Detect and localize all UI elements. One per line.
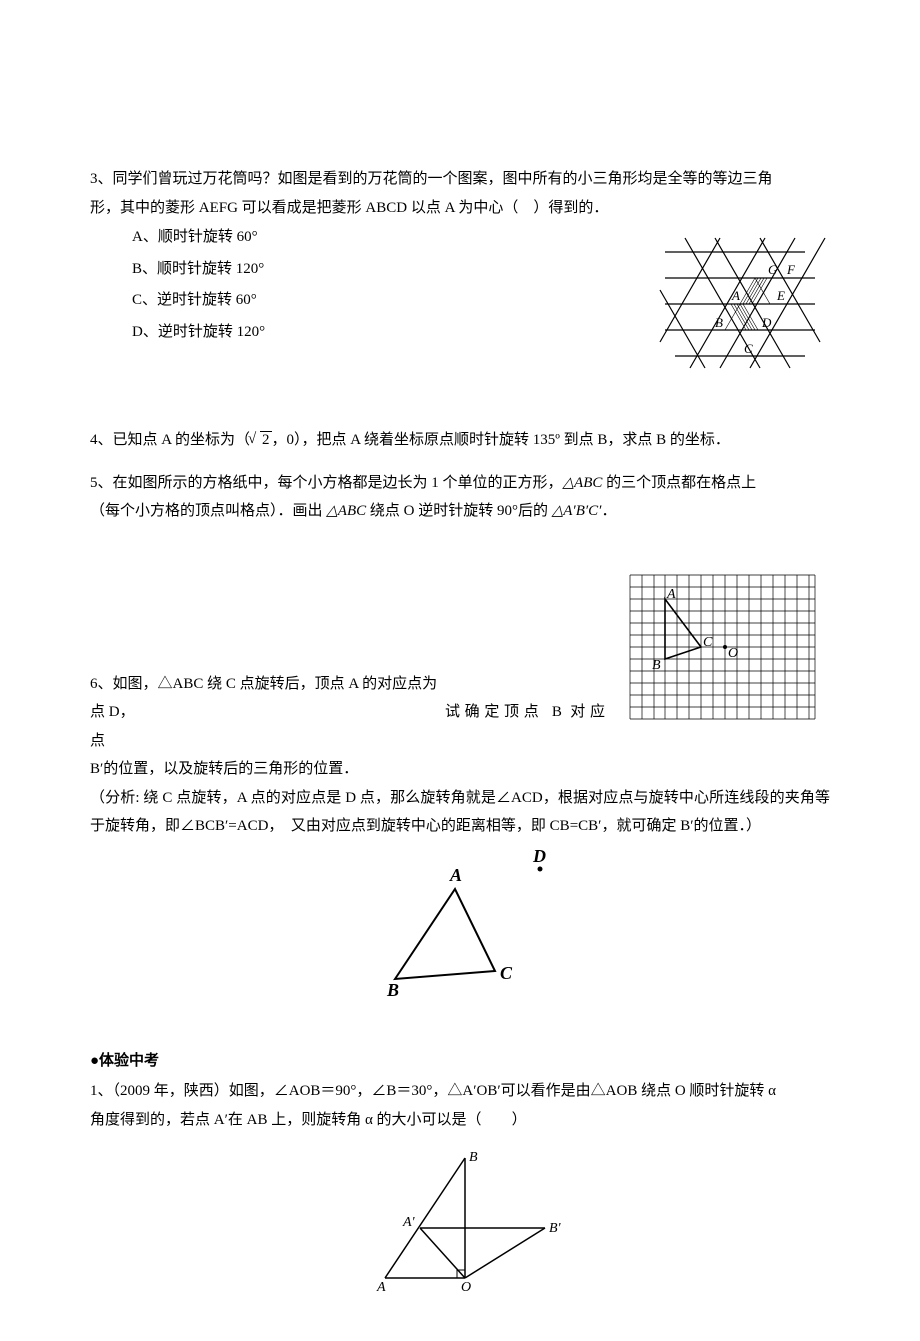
q6-analysis: （分析: 绕 C 点旋转，A 点的对应点是 D 点，那么旋转角就是∠ACD，根据… bbox=[90, 784, 830, 841]
svg-text:A': A' bbox=[402, 1215, 416, 1230]
q5-q6-block: A B C O 6、如图，△ABC 绕 C 点旋转后，顶点 A 的对应点为点 D… bbox=[90, 540, 830, 727]
q6-line1-right: 试确定顶点 B 对应 bbox=[440, 698, 605, 727]
svg-text:B: B bbox=[386, 980, 399, 999]
q6-line3: B′的位置，以及旋转后的三角形的位置． bbox=[90, 755, 830, 784]
exam-q1-line2: 角度得到的，若点 A′在 AB 上，则旋转角 α 的大小可以是（ ） bbox=[90, 1106, 830, 1135]
svg-text:B: B bbox=[652, 658, 661, 673]
q5-figure: A B C O bbox=[625, 570, 820, 725]
svg-text:O: O bbox=[728, 646, 738, 661]
q5-line1: 5、在如图所示的方格纸中，每个小方格都是边长为 1 个单位的正方形，△ABC 的… bbox=[90, 469, 830, 498]
svg-text:C: C bbox=[500, 963, 513, 983]
svg-text:C: C bbox=[703, 635, 713, 650]
q4-prefix: 4、已知点 A 的坐标为（ bbox=[90, 432, 250, 448]
svg-text:A: A bbox=[449, 865, 462, 885]
svg-text:A: A bbox=[731, 288, 740, 303]
svg-text:E: E bbox=[776, 288, 785, 303]
exam-q1-figure: B A' B' A O bbox=[90, 1148, 830, 1293]
svg-text:O: O bbox=[461, 1280, 471, 1293]
svg-text:B: B bbox=[469, 1150, 478, 1165]
svg-text:C: C bbox=[744, 341, 753, 356]
svg-text:G: G bbox=[768, 262, 778, 277]
svg-text:A: A bbox=[376, 1280, 386, 1293]
svg-text:D: D bbox=[532, 849, 546, 866]
q3-text-1: 3、同学们曾玩过万花筒吗？如图是看到的万花筒的一个图案，图中所有的小三角形均是全… bbox=[90, 165, 830, 194]
exam-section-header: ●体验中考 bbox=[90, 1047, 830, 1076]
svg-text:B': B' bbox=[549, 1221, 562, 1236]
svg-text:B: B bbox=[715, 315, 723, 330]
q6-figure: D A B C bbox=[90, 849, 830, 999]
q3-figure: G F A E B D C bbox=[650, 222, 830, 382]
question-5: 5、在如图所示的方格纸中，每个小方格都是边长为 1 个单位的正方形，△ABC 的… bbox=[90, 469, 830, 526]
svg-text:D: D bbox=[761, 315, 772, 330]
svg-text:A: A bbox=[666, 587, 676, 602]
exam-q1: 1、（2009 年，陕西）如图，∠AOB＝90°，∠B＝30°，△A′OB′可以… bbox=[90, 1077, 830, 1134]
q6-continued: 点 B′的位置，以及旋转后的三角形的位置． （分析: 绕 C 点旋转，A 点的对… bbox=[90, 727, 830, 841]
svg-text:F: F bbox=[786, 262, 796, 277]
exam-q1-line1: 1、（2009 年，陕西）如图，∠AOB＝90°，∠B＝30°，△A′OB′可以… bbox=[90, 1077, 830, 1106]
question-3: 3、同学们曾玩过万花筒吗？如图是看到的万花筒的一个图案，图中所有的小三角形均是全… bbox=[90, 165, 830, 382]
q5-line2: （每个小方格的顶点叫格点）．画出 △ABC 绕点 O 逆时针旋转 90°后的 △… bbox=[90, 497, 830, 526]
q4-suffix: ，0），把点 A 绕着坐标原点顺时针旋转 135º 到点 B，求点 B 的坐标． bbox=[272, 432, 730, 448]
q3-text-2: 形，其中的菱形 AEFG 可以看成是把菱形 ABCD 以点 A 为中心（ ）得到… bbox=[90, 194, 830, 223]
sqrt-icon: 2 bbox=[250, 426, 272, 455]
question-4: 4、已知点 A 的坐标为（2，0），把点 A 绕着坐标原点顺时针旋转 135º … bbox=[90, 426, 830, 455]
q6-line2: 点 bbox=[90, 727, 830, 756]
q6-line1-left: 6、如图，△ABC 绕 C 点旋转后，顶点 A 的对应点为点 D， bbox=[90, 670, 440, 727]
